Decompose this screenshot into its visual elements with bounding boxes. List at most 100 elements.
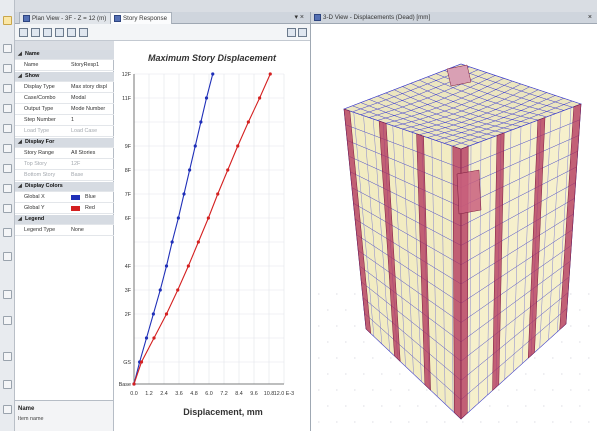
ground-grid-dot [570,325,572,327]
wall-tool-icon[interactable] [3,164,12,173]
export-icon[interactable] [43,28,52,37]
beam-tool-icon[interactable] [3,84,12,93]
zoom-icon[interactable] [287,28,296,37]
collapse-icon[interactable]: ◢ [18,51,22,57]
series-line [133,73,214,385]
column-tool-icon[interactable] [3,104,12,113]
table-icon[interactable] [55,28,64,37]
section-cut-icon[interactable] [3,380,12,389]
ground-grid-dot [444,421,446,423]
property-key: Step Number [24,117,56,123]
property-key: Display Type [24,84,55,90]
property-row[interactable]: Global X Blue [15,193,114,203]
property-row[interactable]: Global Y Red [15,204,114,214]
save-icon[interactable] [19,28,28,37]
property-row[interactable]: Output Type Mode Number [15,105,114,115]
ground-grid-dot [561,373,563,375]
dimension-tool-icon[interactable] [3,290,12,299]
y-tick-label: 12F [122,72,132,78]
y-tick-label: 2F [125,312,132,318]
slab-tool-icon[interactable] [3,144,12,153]
property-category[interactable]: ◢ Show [15,72,114,82]
collapse-icon[interactable]: ◢ [18,183,22,189]
ground-grid-dot [462,421,464,423]
property-value: Modal [71,95,86,101]
color-swatch[interactable] [71,195,80,200]
dropdown-icon[interactable]: ▾ [294,14,298,21]
roof-core [446,64,472,87]
property-category[interactable]: ◢ Legend [15,215,114,225]
series-point [258,96,262,100]
collapse-icon[interactable]: ◢ [18,73,22,79]
copy-icon[interactable] [67,28,76,37]
collapse-icon[interactable]: ◢ [18,216,22,222]
brace-tool-icon[interactable] [3,124,12,133]
opening-tool-icon[interactable] [3,184,12,193]
series-point [132,382,136,386]
ground-grid-dot [336,389,338,391]
column-line [504,130,512,380]
collapse-icon[interactable]: ◢ [18,139,22,145]
property-row[interactable]: Load Type Load Case [15,127,114,137]
ground-grid-dot [516,389,518,391]
property-row[interactable]: Display Type Max story displ [15,83,114,93]
ground-grid-dot [516,421,518,423]
column-line [363,115,383,345]
ground-grid-dot [363,373,365,375]
shear-wall [343,108,372,335]
ground-grid-dot [579,373,581,375]
property-row[interactable]: Step Number 1 [15,116,114,126]
series-point [170,240,174,244]
ground-grid-dot [318,293,320,295]
tab-3d-view[interactable]: 3-D View - Displacements (Dead) [mm] × [311,12,597,24]
snap-tool-icon[interactable] [3,352,12,361]
series-point [152,336,156,340]
line-tool-icon[interactable] [3,64,12,73]
grid-tool-icon[interactable] [3,316,12,325]
property-category[interactable]: ◢ Display For [15,138,114,148]
close-icon[interactable]: × [587,14,592,21]
property-row[interactable]: Case/Combo Modal [15,94,114,104]
shear-wall [492,132,505,392]
series-point [164,312,169,316]
options-icon[interactable] [79,28,88,37]
edit-tool-icon[interactable] [3,405,12,414]
color-swatch[interactable] [71,206,80,211]
x-tick-label: 4.8 [190,391,198,397]
ground-grid-dot [498,389,500,391]
close-icon[interactable]: × [299,14,304,21]
property-value: Max story displ [71,84,107,90]
building-3d-model[interactable] [311,24,597,431]
ground-grid-dot [336,293,338,295]
ground-grid-dot [435,405,437,407]
property-key: Display For [25,139,55,145]
series-point [164,264,169,268]
property-key: Display Colors [25,183,63,189]
property-key: Top Story [24,161,47,167]
draw-icon[interactable] [3,44,12,53]
property-category[interactable]: ◢ Display Colors [15,182,114,192]
column-line [451,145,454,412]
shear-wall [460,145,469,420]
select-pointer-icon[interactable] [3,16,12,25]
ground-grid-dot [363,341,365,343]
property-row[interactable]: Bottom Story Base [15,171,114,181]
column-line [548,111,562,340]
property-category[interactable]: ◢ Name [15,50,114,60]
ground-grid-dot [345,373,347,375]
print-icon[interactable] [31,28,40,37]
property-row[interactable]: Story Range All Stories [15,149,114,159]
ground-grid-dot [417,405,419,407]
ground-grid-dot [489,405,491,407]
property-row[interactable]: Name StoryResp1 [15,61,114,71]
tab-story-response[interactable]: Story Response [110,12,173,24]
point-tool-icon[interactable] [3,204,12,213]
pan-icon[interactable] [298,28,307,37]
property-row[interactable]: Top Story 12F [15,160,114,170]
link-tool-icon[interactable] [3,228,12,237]
tendon-tool-icon[interactable] [3,252,12,261]
story-displacement-chart: Maximum Story Displacement 0.0 1.2 2.4 3.6 4… [114,41,310,431]
property-row[interactable]: Legend Type None [15,226,114,236]
ground-grid-dot [552,357,554,359]
tab-plan-view[interactable]: Plan View - 3F - Z = 12 (m) [19,12,112,24]
